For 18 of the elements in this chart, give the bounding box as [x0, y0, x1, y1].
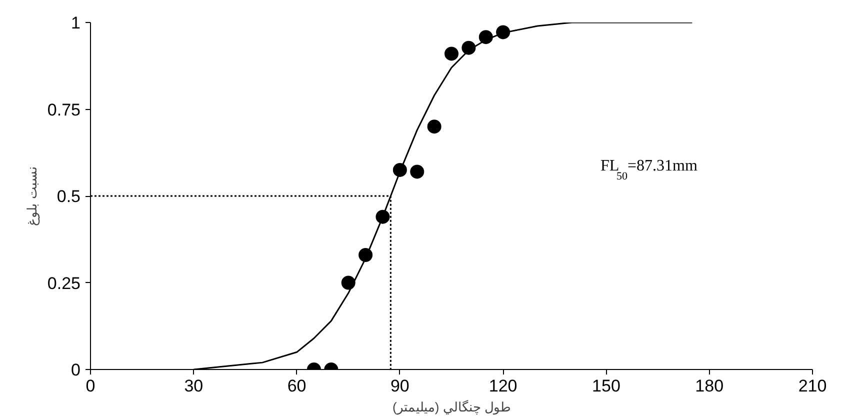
x-tick-label: 150: [592, 376, 620, 396]
x-tick-label: 120: [488, 376, 518, 396]
y-axis-title: نسبت بلوغ: [24, 166, 40, 226]
point: [410, 164, 424, 179]
x-tick-label: 0: [86, 376, 96, 396]
x-tick-label: 210: [798, 376, 827, 396]
point: [444, 46, 458, 61]
y-tick-label: 1: [71, 14, 81, 32]
y-tick-label: 0: [71, 360, 81, 380]
point: [427, 120, 442, 134]
x-tick-label: 90: [390, 376, 410, 396]
x-axis-title: طول چنگالي (ميليمتر): [392, 400, 510, 416]
x-tick-label: 180: [695, 376, 724, 396]
y-tick-label: 0.5: [56, 187, 81, 206]
x-tick-label: 60: [287, 376, 306, 396]
y-tick-label: 0.25: [47, 274, 81, 293]
y-tick-label: 0.75: [47, 100, 81, 120]
x-tick-label: 30: [184, 376, 204, 396]
